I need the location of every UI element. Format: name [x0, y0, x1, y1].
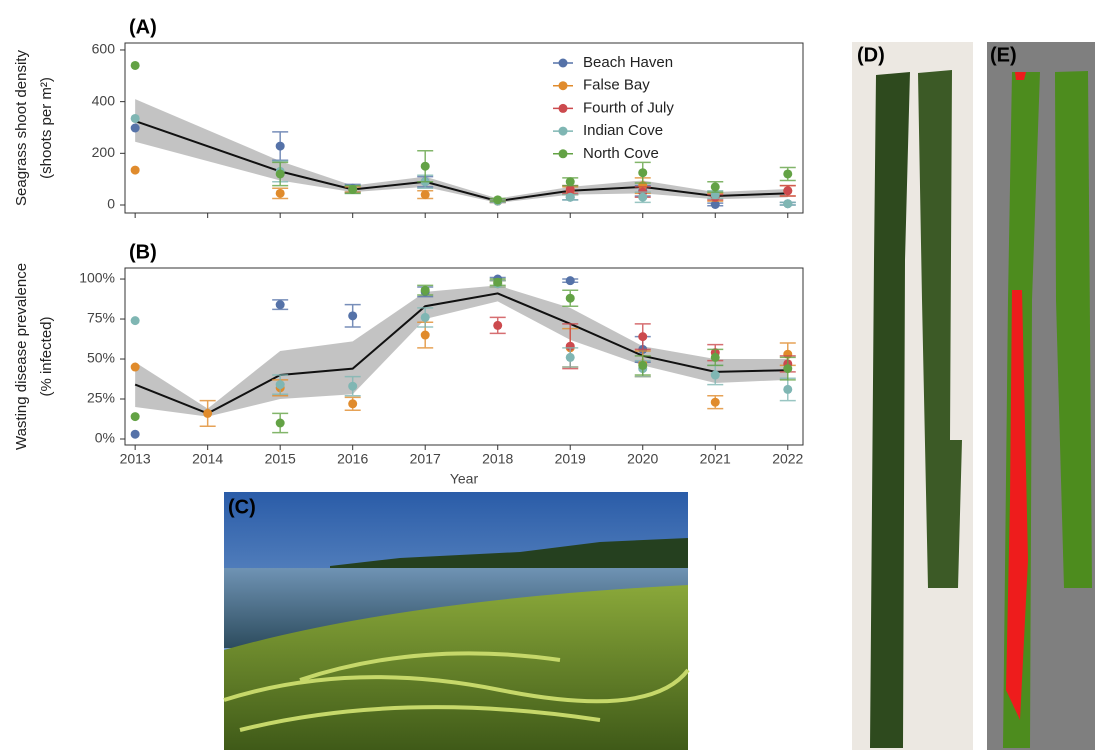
legend-swatch	[559, 127, 568, 136]
legend-swatch	[559, 104, 568, 113]
data-point	[783, 364, 792, 373]
y-tick-label: 0	[107, 196, 115, 212]
y-axis-title: (% infected)	[38, 316, 55, 396]
y-tick-label: 25%	[87, 390, 115, 406]
y-axis-title: Seagrass shoot density	[13, 50, 30, 206]
data-point	[566, 193, 575, 202]
data-point	[131, 316, 140, 325]
y-tick-label: 600	[92, 41, 116, 57]
data-point	[131, 166, 140, 175]
data-point	[131, 363, 140, 372]
data-point	[783, 186, 792, 195]
y-tick-label: 50%	[87, 350, 115, 366]
x-tick-label: 2016	[337, 451, 368, 467]
x-tick-label: 2017	[410, 451, 441, 467]
x-tick-label: 2021	[700, 451, 731, 467]
legend-label: Indian Cove	[583, 122, 663, 139]
legend-swatch	[559, 149, 568, 158]
x-tick-label: 2013	[120, 451, 151, 467]
data-point	[421, 286, 430, 295]
data-point	[131, 114, 140, 123]
y-tick-label: 100%	[79, 270, 115, 286]
data-point	[348, 185, 357, 194]
data-point	[566, 294, 575, 303]
x-tick-label: 2020	[627, 451, 658, 467]
figure: (C) (D) (E) (A) 0 200 400 600 Seagrass shoot …	[0, 0, 1095, 750]
data-point	[131, 61, 140, 70]
data-point	[493, 195, 502, 204]
data-point	[566, 353, 575, 362]
confidence-ribbon	[135, 99, 788, 203]
legend-swatch	[559, 81, 568, 90]
data-point	[783, 385, 792, 394]
y-tick-label: 0%	[95, 430, 115, 446]
data-point	[566, 177, 575, 186]
panel-label: (D)	[857, 44, 885, 66]
data-point	[638, 168, 647, 177]
data-point	[421, 313, 430, 322]
y-tick-label: 200	[92, 144, 116, 160]
x-tick-label: 2022	[772, 451, 803, 467]
data-point	[711, 353, 720, 362]
plot-frame	[125, 43, 803, 213]
photo-e	[987, 42, 1095, 750]
data-point	[276, 380, 285, 389]
data-point	[131, 124, 140, 133]
data-point	[711, 182, 720, 191]
data-point	[276, 142, 285, 151]
data-point	[276, 419, 285, 428]
data-point	[493, 321, 502, 330]
x-tick-label: 2015	[265, 451, 296, 467]
x-tick-label: 2018	[482, 451, 513, 467]
data-point	[638, 361, 647, 370]
data-point	[421, 190, 430, 199]
data-point	[493, 278, 502, 287]
data-point	[348, 399, 357, 408]
data-point	[348, 382, 357, 391]
data-point	[131, 412, 140, 421]
data-point	[276, 169, 285, 178]
data-point	[566, 276, 575, 285]
data-point	[276, 300, 285, 309]
data-point	[348, 311, 357, 320]
data-point	[421, 331, 430, 340]
panel-label: (E)	[990, 44, 1017, 66]
data-point	[711, 371, 720, 380]
legend-label: False Bay	[583, 77, 650, 94]
data-point	[131, 430, 140, 439]
data-point	[276, 189, 285, 198]
legend-label: Fourth of July	[583, 99, 674, 116]
photo-d	[852, 42, 973, 750]
x-axis-title: Year	[450, 471, 479, 487]
y-tick-label: 75%	[87, 310, 115, 326]
data-point	[638, 332, 647, 341]
legend-label: Beach Haven	[583, 54, 673, 71]
y-axis-title: Wasting disease prevalence	[13, 263, 30, 450]
panel-label: (C)	[228, 496, 256, 518]
data-point	[783, 199, 792, 208]
data-point	[421, 162, 430, 171]
photo-c	[224, 492, 688, 750]
x-tick-label: 2019	[555, 451, 586, 467]
panel-title: (B)	[129, 241, 157, 263]
legend-label: North Cove	[583, 145, 659, 162]
panel-title: (A)	[129, 16, 157, 38]
data-point	[783, 169, 792, 178]
data-point	[711, 398, 720, 407]
x-tick-label: 2014	[192, 451, 223, 467]
confidence-ribbon	[135, 285, 788, 416]
legend-swatch	[559, 59, 568, 68]
y-tick-label: 400	[92, 92, 116, 108]
data-point	[638, 193, 647, 202]
y-axis-title: (shoots per m²)	[38, 77, 55, 179]
data-point	[203, 409, 212, 418]
